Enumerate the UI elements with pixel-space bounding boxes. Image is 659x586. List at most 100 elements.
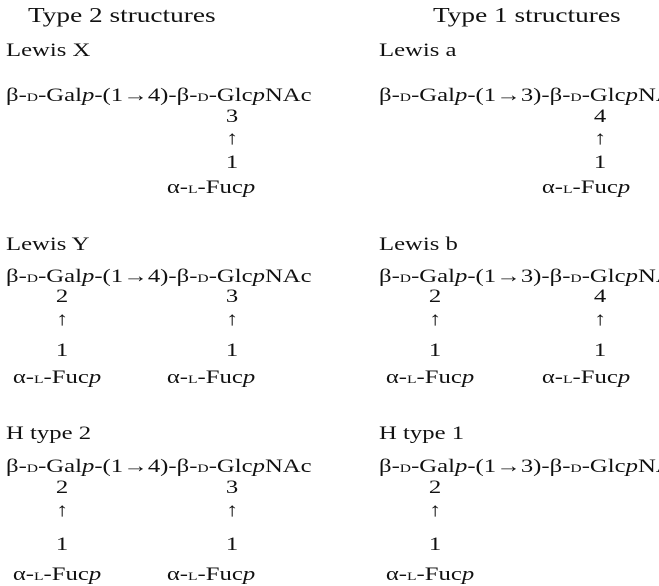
chain-glc-suffix: NAc [264,266,312,287]
fucose-config: L [563,177,573,197]
branch-from-position: 1 [225,152,239,173]
chain-glc-suffix: NAc [637,456,659,477]
structure-label-h-type-1: H type 1 [379,423,465,444]
chain-gal-config: D [26,85,39,105]
fucose-anomer: α- [166,177,189,198]
linkage-arrow-icon: ↑ [225,500,239,521]
chain-gal-anomer: β- [6,456,27,477]
fucose-residue: α-L-Fucp [167,563,255,586]
structure-chain-lewis-x: β-D-Galp-(1→4)-β-D-GlcpNAc [6,84,312,107]
chain-linkage: -(1→4)- [94,266,177,287]
fucose-config: L [188,564,198,584]
chain-glc-config: D [197,85,209,105]
branch-position: 2 [428,286,442,307]
fucose-anomer: α- [541,367,564,388]
structure-chain-lewis-a: β-D-Galp-(1→3)-β-D-GlcpNAc [379,84,659,107]
chain-gal-name: -Gal [411,456,455,477]
fucose-residue: α-L-Fucp [13,563,101,586]
chain-gal-ring: p [454,456,468,477]
fucose-name: -Fuc [416,367,462,388]
chain-gal-ring: p [81,456,95,477]
linkage-arrow-icon: ↑ [225,309,239,330]
chain-gal-name: -Gal [411,266,455,287]
structure-label-lewis-a: Lewis a [379,40,457,61]
chain-gal-name: -Gal [38,85,82,106]
chain-glc-name: -Glc [208,456,253,477]
chain-gal-anomer: β- [6,266,27,287]
chain-glc-suffix: NAc [637,266,659,287]
branch-position: 2 [55,477,69,498]
fucose-anomer: α- [12,367,35,388]
structure-chain-lewis-y: β-D-Galp-(1→4)-β-D-GlcpNAc [6,265,312,288]
structure-label-h-type-2: H type 2 [6,423,92,444]
fucose-residue: α-L-Fucp [542,366,630,389]
structure-chain-h-type-1: β-D-Galp-(1→3)-β-D-GlcpNAc [379,455,659,478]
branch-position: 3 [225,477,239,498]
fucose-name: -Fuc [572,177,618,198]
chain-linkage: -(1→3)- [467,85,550,106]
structure-chain-lewis-b: β-D-Galp-(1→3)-β-D-GlcpNAc [379,265,659,288]
chain-gal-config: D [26,266,39,286]
fucose-name: -Fuc [197,367,243,388]
chain-linkage: -(1→4)- [94,456,177,477]
linkage-arrow-icon: ↑ [225,128,239,149]
chain-gal-ring: p [81,85,95,106]
chain-glc-ring: p [252,456,265,477]
fucose-residue: α-L-Fucp [167,176,255,199]
structure-chain-h-type-2: β-D-Galp-(1→4)-β-D-GlcpNAc [6,455,312,478]
linkage-arrow-icon: ↑ [428,309,442,330]
chain-gal-name: -Gal [411,85,455,106]
fucose-config: L [188,367,198,387]
branch-from-position: 1 [225,340,239,361]
chain-glc-anomer: β- [549,85,571,106]
chain-gal-ring: p [454,266,468,287]
chain-gal-anomer: β- [379,456,400,477]
chain-glc-anomer: β- [549,266,571,287]
fucose-ring: p [88,564,102,585]
branch-position: 2 [55,286,69,307]
chain-glc-ring: p [625,266,638,287]
fucose-name: -Fuc [416,564,462,585]
chain-gal-config: D [399,456,412,476]
fucose-config: L [563,367,573,387]
linkage-arrow-icon: ↑ [55,309,69,330]
chain-glc-ring: p [625,456,638,477]
chain-glc-name: -Glc [208,266,253,287]
fucose-anomer: α- [385,367,408,388]
fucose-name: -Fuc [197,177,243,198]
chain-glc-anomer: β- [176,85,198,106]
fucose-config: L [34,564,44,584]
fucose-anomer: α- [166,564,189,585]
fucose-anomer: α- [385,564,408,585]
linkage-arrow-icon: ↑ [55,500,69,521]
branch-position: 4 [593,286,607,307]
branch-from-position: 1 [428,340,442,361]
structure-label-lewis-b: Lewis b [379,234,458,255]
branch-from-position: 1 [593,340,607,361]
fucose-ring: p [461,564,475,585]
linkage-arrow-icon: ↑ [593,128,607,149]
chain-glc-config: D [197,266,209,286]
fucose-config: L [407,367,417,387]
chain-glc-ring: p [252,266,265,287]
fucose-residue: α-L-Fucp [386,563,474,586]
chain-gal-config: D [399,266,412,286]
fucose-ring: p [242,367,256,388]
chain-gal-anomer: β- [6,85,27,106]
chain-gal-config: D [399,85,412,105]
fucose-ring: p [88,367,102,388]
type1-header: Type 1 structures [433,3,621,27]
fucose-config: L [34,367,44,387]
fucose-ring: p [242,564,256,585]
chain-glc-suffix: NAc [264,85,312,106]
branch-position: 4 [593,106,607,127]
chain-glc-ring: p [252,85,265,106]
chain-gal-anomer: β- [379,85,400,106]
fucose-name: -Fuc [572,367,618,388]
fucose-residue: α-L-Fucp [542,176,630,199]
branch-position: 3 [225,106,239,127]
fucose-anomer: α- [541,177,564,198]
type2-header: Type 2 structures [28,3,216,27]
fucose-name: -Fuc [197,564,243,585]
